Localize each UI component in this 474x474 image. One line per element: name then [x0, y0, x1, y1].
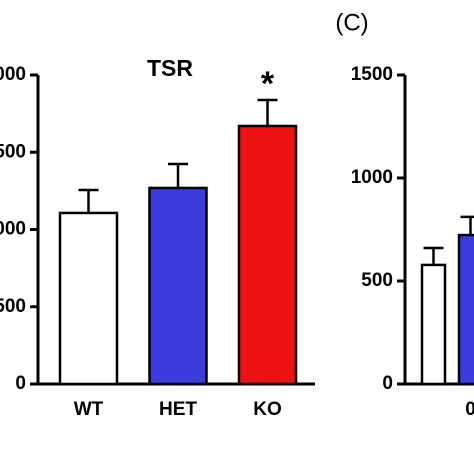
y-tick-label: 500	[0, 296, 26, 317]
x-tick-label: 0	[465, 399, 474, 420]
bar	[420, 263, 447, 386]
bar	[58, 211, 119, 386]
y-tick-label: 0	[15, 373, 26, 394]
chart-title: TSR	[147, 55, 193, 81]
y-tick-label: 2000	[0, 64, 26, 85]
bar	[237, 124, 298, 386]
panel-label: (C)	[335, 9, 368, 36]
x-tick-label: KO	[253, 399, 282, 420]
annotation: *	[261, 65, 275, 103]
y-tick-label: 1000	[0, 219, 26, 240]
bar	[457, 233, 474, 386]
y-tick-label: 500	[361, 270, 393, 291]
y-tick-label: 0	[382, 373, 393, 394]
y-tick-label: 1500	[351, 64, 393, 85]
bar	[148, 186, 208, 386]
x-tick-label: WT	[74, 399, 104, 420]
y-tick-label: 1500	[0, 141, 26, 162]
x-tick-label: HET	[159, 399, 197, 420]
y-tick-label: 1000	[351, 167, 393, 188]
